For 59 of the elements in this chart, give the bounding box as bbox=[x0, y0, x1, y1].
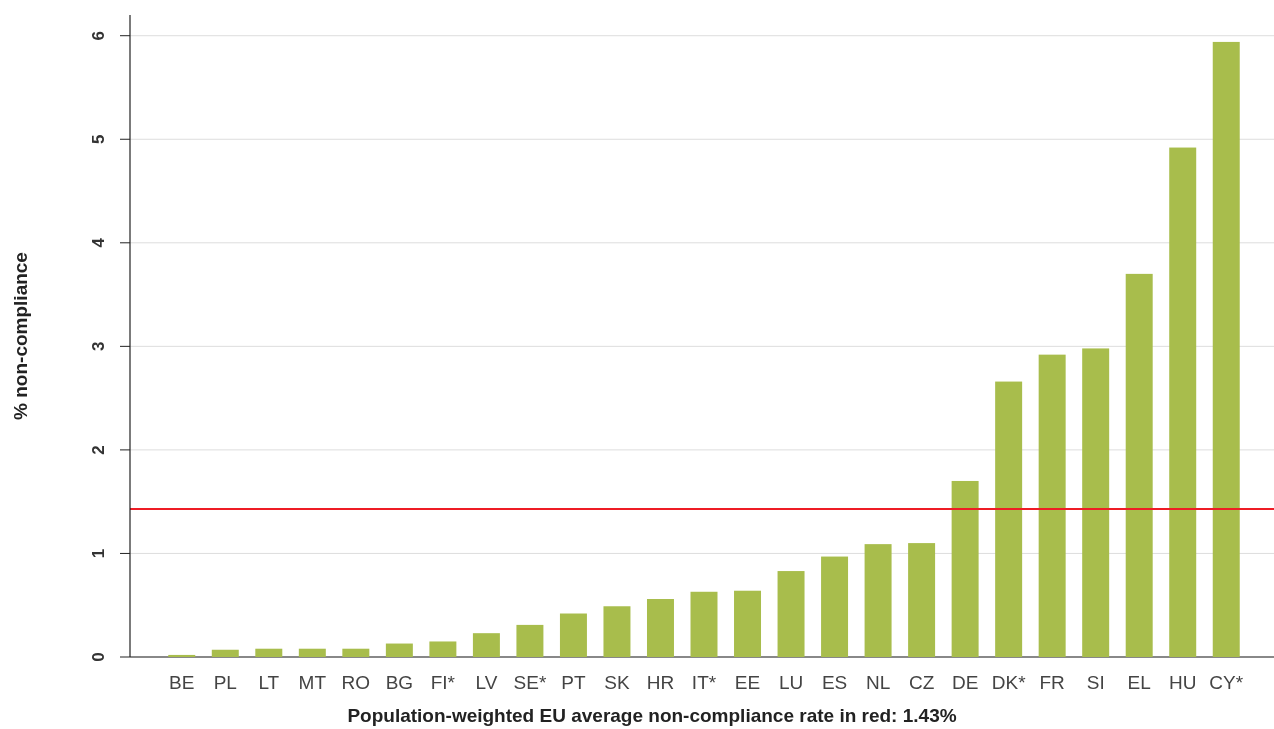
bar bbox=[777, 571, 805, 657]
bar bbox=[821, 556, 849, 657]
x-tick-label: BE bbox=[169, 672, 195, 693]
bar bbox=[646, 599, 674, 657]
bar bbox=[255, 648, 283, 657]
y-axis-title: % non-compliance bbox=[10, 252, 31, 420]
y-tick-label: 2 bbox=[88, 445, 108, 455]
x-tick-label: RO bbox=[341, 672, 371, 693]
x-tick-label: SI bbox=[1086, 672, 1105, 693]
x-tick-label: BG bbox=[385, 672, 414, 693]
bar bbox=[516, 624, 544, 657]
bar bbox=[1169, 147, 1197, 657]
x-tick-label: EE bbox=[734, 672, 761, 693]
y-tick-label: 1 bbox=[88, 548, 108, 559]
bar bbox=[734, 590, 762, 657]
x-tick-label: ES bbox=[821, 672, 848, 693]
bar bbox=[951, 480, 979, 657]
x-tick-label: HR bbox=[646, 672, 675, 693]
x-tick-label: MT bbox=[298, 672, 327, 693]
x-tick-label: FI* bbox=[430, 672, 456, 693]
bar bbox=[298, 648, 326, 657]
x-tick-label: SE* bbox=[513, 672, 547, 693]
x-tick-label: EL bbox=[1127, 672, 1151, 693]
bar bbox=[168, 654, 196, 657]
x-tick-label: SK bbox=[604, 672, 630, 693]
bar bbox=[908, 543, 936, 657]
bar bbox=[1038, 354, 1066, 657]
x-tick-label: LU bbox=[778, 672, 804, 693]
x-tick-label: CY* bbox=[1209, 672, 1244, 693]
bar bbox=[429, 641, 457, 657]
bar bbox=[603, 606, 631, 657]
bar bbox=[995, 381, 1023, 657]
x-tick-label: LT bbox=[258, 672, 280, 693]
x-tick-label: NL bbox=[865, 672, 891, 693]
bar bbox=[472, 633, 500, 657]
x-tick-label: CZ bbox=[908, 672, 935, 693]
bar bbox=[559, 613, 587, 657]
y-tick-label: 4 bbox=[88, 237, 108, 248]
y-tick-label: 0 bbox=[88, 652, 108, 662]
x-tick-label: FR bbox=[1039, 672, 1065, 693]
x-tick-label: HU bbox=[1168, 672, 1197, 693]
x-tick-label: PT bbox=[561, 672, 586, 693]
x-tick-label: PL bbox=[213, 672, 237, 693]
x-tick-label: LV bbox=[475, 672, 498, 693]
y-tick-label: 5 bbox=[88, 134, 108, 144]
bar bbox=[690, 591, 718, 657]
bar bbox=[211, 649, 239, 657]
x-tick-label: DE bbox=[951, 672, 979, 693]
x-tick-label: IT* bbox=[691, 672, 717, 693]
bar bbox=[1125, 273, 1153, 657]
bar bbox=[385, 643, 413, 657]
y-tick-label: 3 bbox=[88, 341, 108, 352]
bar bbox=[1082, 348, 1110, 657]
x-tick-label: DK* bbox=[991, 672, 1027, 693]
y-tick-label: 6 bbox=[88, 30, 108, 41]
bar bbox=[864, 544, 892, 657]
bar bbox=[342, 648, 370, 657]
x-axis-title: Population-weighted EU average non-compliance rate in red: 1.43% bbox=[347, 705, 957, 726]
bar bbox=[1212, 41, 1240, 657]
